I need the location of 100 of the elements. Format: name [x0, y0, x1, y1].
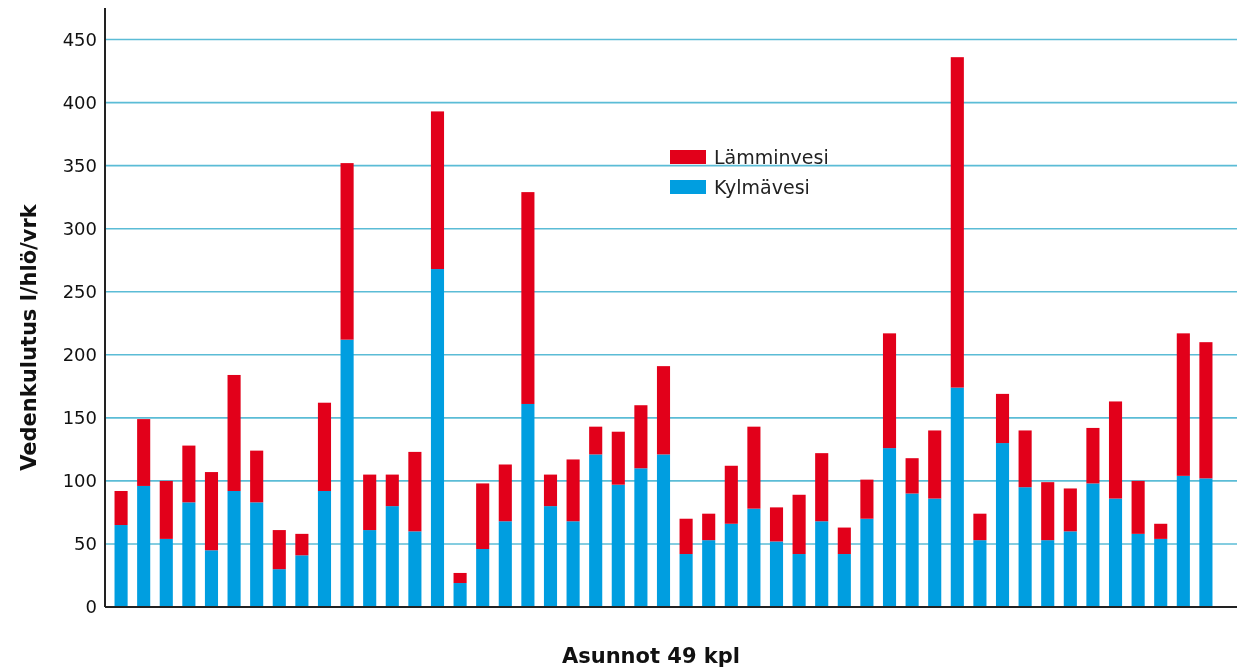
bar — [702, 540, 716, 607]
bar — [363, 530, 377, 607]
bar — [837, 554, 851, 607]
bar — [634, 405, 648, 469]
bar — [702, 513, 716, 541]
bar — [769, 507, 784, 542]
bar — [295, 555, 309, 607]
bar — [1108, 498, 1123, 607]
bar — [227, 490, 241, 607]
bar — [860, 518, 874, 607]
bar — [182, 502, 196, 607]
y-tick-label: 50 — [74, 533, 97, 555]
bar — [385, 474, 399, 507]
bar — [363, 474, 377, 531]
bar — [656, 454, 671, 607]
bar — [272, 569, 286, 607]
bar — [950, 57, 964, 388]
bar — [272, 530, 286, 570]
bar — [747, 426, 761, 509]
bar — [995, 393, 1010, 444]
bar — [611, 431, 625, 485]
bar — [1018, 430, 1032, 488]
bar — [114, 525, 128, 607]
bar — [408, 531, 422, 607]
bar — [137, 485, 151, 607]
y-tick-label: 150 — [62, 407, 97, 429]
bar — [566, 521, 580, 607]
bar — [950, 387, 964, 607]
legend-label: Lämminvesi — [714, 145, 829, 168]
bar — [815, 521, 829, 607]
bar — [1176, 333, 1190, 476]
bar — [159, 480, 173, 539]
bar — [250, 450, 264, 503]
bar — [792, 494, 806, 555]
y-tick-label: 450 — [62, 28, 97, 50]
bar — [250, 502, 264, 607]
bar — [747, 508, 761, 607]
bar — [295, 533, 309, 556]
bar — [204, 472, 219, 551]
y-tick-label: 100 — [62, 470, 97, 492]
bar — [634, 468, 648, 607]
bar — [476, 548, 490, 607]
y-tick-label: 200 — [62, 344, 97, 366]
y-tick-label: 350 — [62, 154, 97, 176]
bar — [589, 426, 603, 455]
bar — [1041, 482, 1055, 541]
bar — [769, 541, 784, 607]
bar — [611, 484, 625, 607]
bar — [1131, 533, 1145, 607]
bar — [1108, 401, 1123, 499]
bar — [589, 454, 603, 607]
bar — [837, 527, 851, 555]
bar — [498, 464, 512, 522]
y-axis-title: Vedenkulutus l/hlö/vrk — [17, 203, 41, 471]
bar — [521, 403, 535, 607]
bar — [1086, 427, 1100, 484]
bar — [1176, 475, 1190, 607]
bar — [928, 498, 942, 607]
bar — [724, 465, 738, 524]
bar — [724, 523, 738, 607]
bar — [159, 538, 173, 607]
bar — [882, 333, 897, 449]
bar — [905, 493, 919, 607]
bar — [905, 458, 919, 494]
bar — [317, 402, 332, 491]
bar — [656, 366, 671, 455]
bar — [430, 269, 445, 607]
y-tick-label: 400 — [62, 91, 97, 113]
bar — [973, 513, 987, 541]
bar — [679, 554, 693, 607]
bar — [340, 163, 354, 340]
bar — [1063, 531, 1077, 607]
y-tick-label: 250 — [62, 281, 97, 303]
bar — [973, 540, 987, 607]
bar — [114, 490, 128, 526]
bar — [928, 430, 942, 499]
bar — [1131, 480, 1145, 534]
legend-label: Kylmävesi — [714, 175, 810, 198]
bar — [385, 506, 399, 607]
bar — [137, 419, 151, 486]
x-axis-title: Asunnot 49 kpl — [561, 644, 741, 668]
bar — [204, 550, 219, 607]
y-tick-label: 300 — [62, 217, 97, 239]
bar — [340, 339, 354, 607]
bar — [1154, 538, 1168, 607]
bar — [543, 474, 558, 507]
bar — [430, 111, 445, 270]
bar — [408, 451, 422, 532]
bar — [1086, 483, 1100, 607]
bar — [498, 521, 512, 607]
bar — [882, 448, 897, 607]
bar — [995, 443, 1010, 607]
bar — [1041, 540, 1055, 607]
bar — [182, 445, 196, 503]
bar — [1154, 523, 1168, 539]
bar — [317, 490, 332, 607]
bar — [1199, 342, 1213, 479]
bar — [679, 518, 693, 555]
bar — [792, 554, 806, 607]
bar — [476, 483, 490, 549]
